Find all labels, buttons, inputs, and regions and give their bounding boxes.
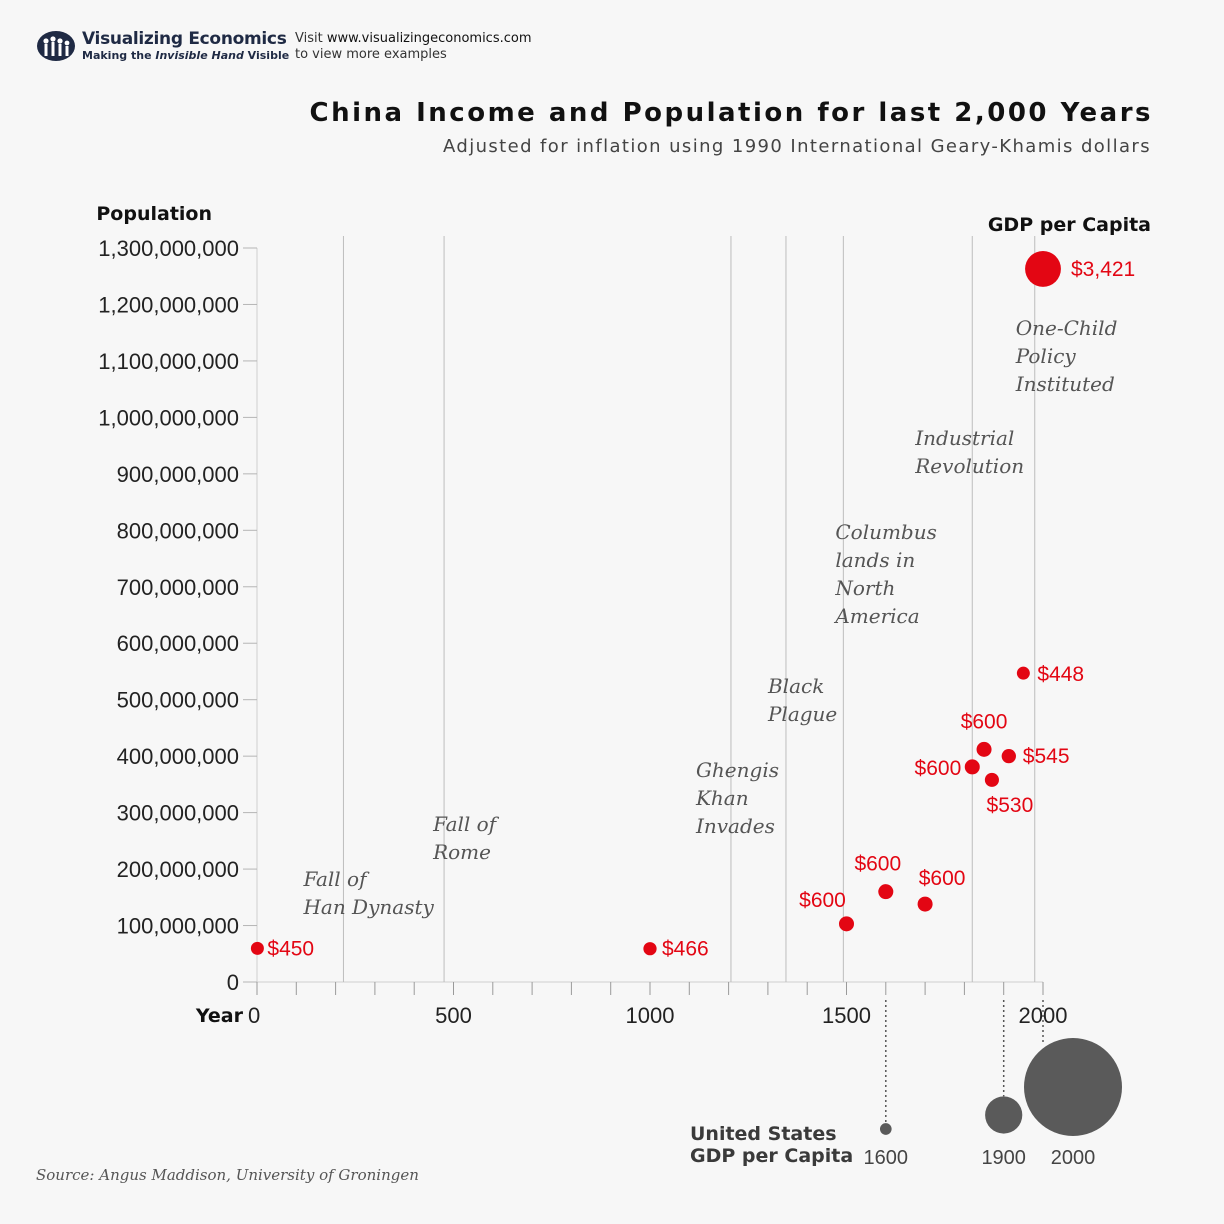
- y-tick-label: 700,000,000: [117, 575, 239, 600]
- event-annotation: One-Child Policy Instituted: [1015, 316, 1118, 396]
- china-data-point: [838, 916, 855, 932]
- y-tick-label: 1,000,000,000: [98, 405, 239, 430]
- y-tick-label: 1,100,000,000: [98, 349, 239, 374]
- y-tick-label: 1,300,000,000: [98, 236, 239, 261]
- china-gdp-label: $530: [987, 794, 1034, 817]
- visit-link[interactable]: www.visualizingeconomics.com: [326, 31, 532, 46]
- x-axis-title: Year: [195, 1005, 244, 1027]
- china-data-point: [917, 896, 933, 912]
- y-tick-label: 900,000,000: [117, 462, 239, 487]
- event-annotation: Industrial Revolution: [914, 426, 1024, 478]
- chart-subtitle: Adjusted for inflation using 1990 Intern…: [442, 136, 1151, 157]
- china-data-point: [878, 884, 894, 900]
- china-gdp-label: $466: [662, 938, 709, 961]
- china-data-point: [964, 759, 980, 775]
- china-gdp-label: $545: [1023, 745, 1070, 768]
- chart-title: China Income and Population for last 2,0…: [309, 98, 1153, 128]
- china-data-point: [643, 942, 657, 956]
- china-gdp-label: $600: [961, 710, 1008, 733]
- y-tick-label: 100,000,000: [117, 914, 239, 939]
- china-gdp-label: $600: [919, 867, 966, 890]
- y-tick-label: 200,000,000: [117, 857, 239, 882]
- brand-logo[interactable]: Visualizing Economics Making the Invisib…: [36, 29, 289, 62]
- china-gdp-label: $3,421: [1071, 258, 1135, 281]
- event-annotation: Fall of Rome: [432, 812, 500, 864]
- source-note: Source: Angus Maddison, University of Gr…: [36, 1166, 419, 1184]
- china-data-point: [984, 772, 999, 787]
- china-gdp-label: $450: [267, 937, 314, 960]
- logo-figures-icon: [37, 30, 75, 61]
- x-tick-label: 1000: [626, 1003, 675, 1028]
- y-axis-title: Population: [96, 203, 212, 225]
- event-annotation: Columbus lands in North America: [833, 520, 937, 628]
- x-tick-label: 0: [248, 1003, 260, 1028]
- x-tick-label: 1500: [822, 1003, 871, 1028]
- brand-tagline: Making the Invisible Hand Visible: [82, 49, 290, 62]
- y-tick-label: 0: [227, 970, 239, 995]
- us-year-label: 1900: [981, 1147, 1026, 1169]
- us-year-label: 2000: [1051, 1147, 1096, 1169]
- china-gdp-label: $600: [799, 889, 846, 912]
- us-data-point: [879, 1123, 892, 1135]
- event-annotation: Black Plague: [767, 674, 837, 726]
- x-tick-label: 500: [435, 1003, 472, 1028]
- us-year-label: 1600: [864, 1147, 909, 1169]
- china-gdp-label: $600: [915, 757, 962, 780]
- y-tick-label: 800,000,000: [117, 518, 239, 543]
- event-annotation: Ghengis Khan Invades: [695, 758, 779, 838]
- china-data-point: [1016, 666, 1030, 680]
- y-tick-label: 600,000,000: [117, 631, 239, 656]
- event-annotation: Fall of Han Dynasty: [302, 867, 434, 919]
- china-gdp-label: $600: [854, 853, 901, 876]
- china-gdp-label: $448: [1037, 663, 1084, 686]
- china-data-point: [1001, 749, 1016, 764]
- y-tick-label: 300,000,000: [117, 801, 239, 826]
- brand-name: Visualizing Economics: [82, 29, 287, 49]
- china-data-point: [976, 741, 992, 757]
- us-comparison-title: United States GDP per Capita: [690, 1123, 853, 1167]
- y-tick-label: 1,200,000,000: [98, 292, 239, 317]
- us-data-point: [1024, 1038, 1122, 1136]
- y-tick-label: 400,000,000: [117, 744, 239, 769]
- china-data-point: [1025, 250, 1061, 287]
- china-data-point: [250, 941, 264, 955]
- visit-note: Visit www.visualizingeconomics.com to vi…: [295, 31, 532, 62]
- size-legend-title: GDP per Capita: [988, 214, 1151, 236]
- us-data-point: [985, 1096, 1023, 1134]
- y-tick-label: 500,000,000: [117, 688, 239, 713]
